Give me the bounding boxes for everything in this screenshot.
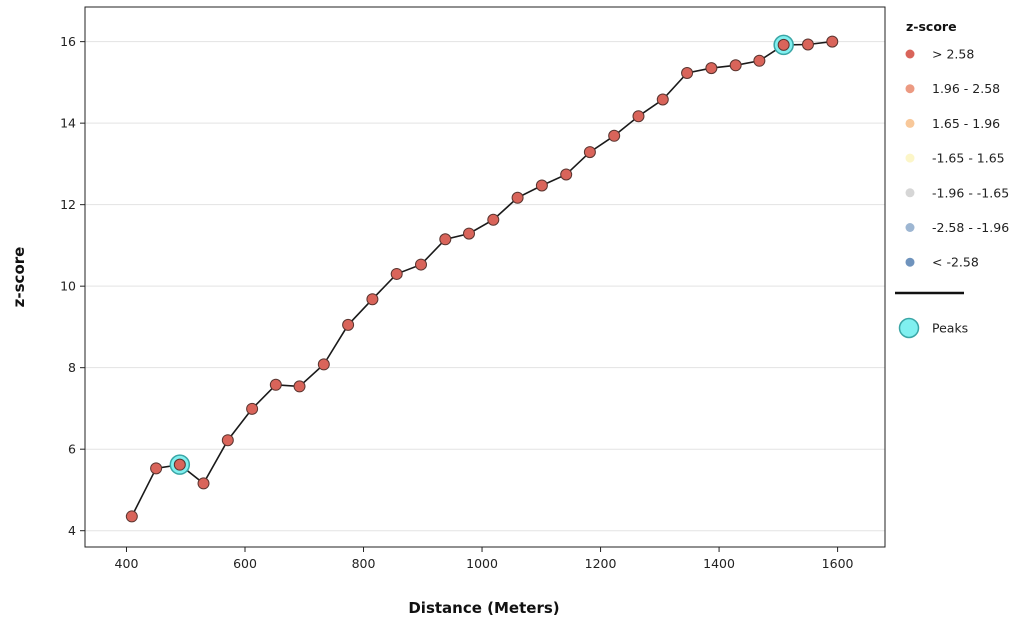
data-point bbox=[656, 93, 669, 106]
data-point bbox=[560, 168, 573, 181]
legend-title: z-score bbox=[906, 19, 957, 34]
y-tick-label: 14 bbox=[60, 116, 76, 131]
legend-swatch bbox=[905, 188, 915, 198]
data-point bbox=[125, 510, 138, 523]
x-tick-label: 1200 bbox=[585, 556, 617, 571]
legend-swatch bbox=[905, 84, 915, 94]
y-axis: 4 6 8 10 12 14 16 bbox=[60, 34, 85, 538]
y-axis-title: z-score bbox=[10, 247, 28, 308]
legend-peaks-swatch bbox=[898, 317, 920, 339]
data-point bbox=[415, 258, 427, 271]
data-point bbox=[535, 179, 548, 192]
data-point bbox=[753, 54, 766, 67]
series-line bbox=[131, 40, 833, 517]
data-point bbox=[777, 38, 790, 51]
legend-swatch bbox=[905, 118, 915, 128]
legend-entry-label: > 2.58 bbox=[932, 47, 974, 62]
data-point bbox=[608, 129, 621, 142]
y-tick-label: 8 bbox=[68, 360, 76, 375]
legend-swatch bbox=[905, 257, 915, 267]
data-point bbox=[463, 227, 475, 240]
data-point bbox=[681, 67, 694, 80]
legend-peaks-label: Peaks bbox=[932, 321, 968, 336]
data-point bbox=[293, 380, 306, 393]
legend-entry-label: 1.65 - 1.96 bbox=[932, 116, 1000, 131]
data-point bbox=[511, 191, 524, 204]
data-point bbox=[366, 293, 379, 306]
data-point bbox=[439, 233, 452, 246]
y-tick-label: 12 bbox=[60, 197, 76, 212]
legend-swatch bbox=[905, 49, 915, 59]
data-point bbox=[487, 213, 500, 226]
legend: z-score > 2.58 1.96 - 2.58 1.65 - 1.96 -1.6… bbox=[895, 19, 1009, 339]
gridlines bbox=[85, 41, 885, 532]
data-series bbox=[125, 34, 839, 523]
data-point bbox=[269, 378, 282, 391]
data-point bbox=[197, 477, 210, 490]
y-tick-label: 4 bbox=[68, 523, 76, 538]
legend-entry-label: -1.96 - -1.65 bbox=[932, 185, 1009, 200]
x-tick-label: 1000 bbox=[466, 556, 498, 571]
legend-entry-label: -2.58 - -1.96 bbox=[932, 220, 1009, 235]
legend-entry-label: -1.65 - 1.65 bbox=[932, 151, 1005, 166]
y-tick-label: 16 bbox=[60, 34, 76, 49]
data-point bbox=[390, 267, 403, 280]
x-tick-label: 600 bbox=[233, 556, 257, 571]
data-point bbox=[150, 462, 163, 475]
x-tick-label: 400 bbox=[115, 556, 139, 571]
data-point bbox=[583, 146, 596, 159]
legend-entry-label: 1.96 - 2.58 bbox=[932, 81, 1000, 96]
x-tick-label: 1400 bbox=[703, 556, 735, 571]
data-point bbox=[173, 458, 186, 471]
x-axis-title: Distance (Meters) bbox=[408, 599, 559, 617]
x-tick-label: 1600 bbox=[822, 556, 854, 571]
legend-swatch bbox=[905, 223, 915, 232]
data-point bbox=[342, 318, 355, 331]
data-point bbox=[729, 59, 742, 72]
data-point bbox=[826, 35, 839, 48]
data-point bbox=[801, 38, 814, 51]
legend-entry-label: < -2.58 bbox=[932, 255, 979, 270]
data-point bbox=[705, 62, 718, 75]
x-axis: 400 600 800 1000 1200 1400 1600 bbox=[115, 547, 854, 571]
data-point bbox=[246, 402, 259, 415]
data-point bbox=[221, 434, 234, 447]
y-tick-label: 10 bbox=[60, 279, 76, 294]
legend-swatch bbox=[905, 153, 915, 163]
y-tick-label: 6 bbox=[68, 442, 76, 457]
data-point bbox=[632, 110, 645, 123]
data-point bbox=[317, 358, 330, 371]
plot-area-frame bbox=[84, 6, 886, 548]
x-tick-label: 800 bbox=[352, 556, 376, 571]
